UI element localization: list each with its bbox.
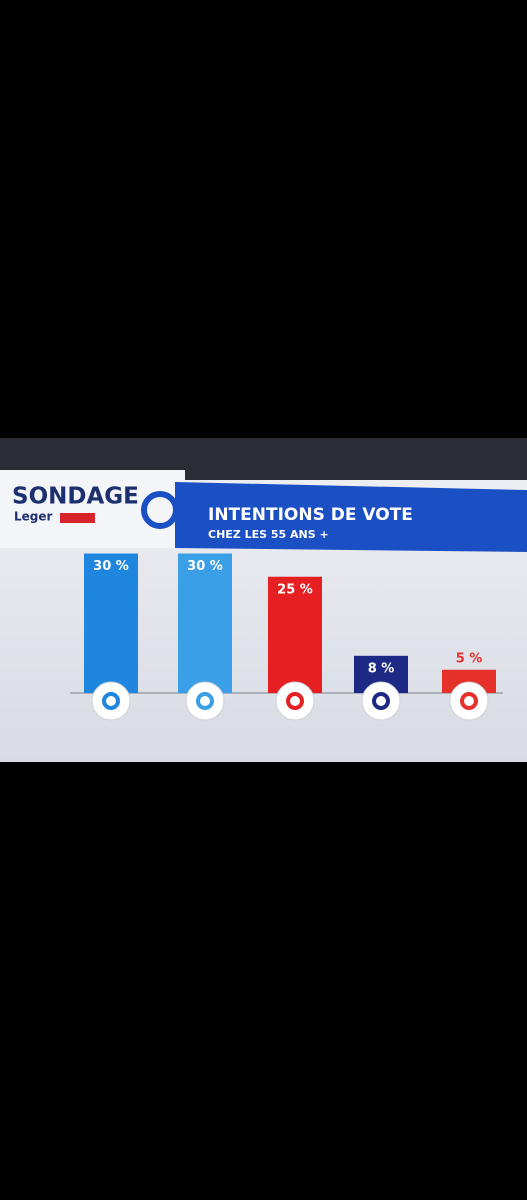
logo-panel <box>0 470 185 548</box>
bar <box>268 576 322 693</box>
party-logo-mark <box>102 692 120 710</box>
party-logo <box>91 681 131 721</box>
party-logo <box>361 681 401 721</box>
value-label: 5 % <box>456 651 483 666</box>
bar <box>84 553 138 693</box>
pollster: Leger <box>14 510 53 524</box>
value-label: 30 % <box>187 559 223 574</box>
bar <box>178 553 232 693</box>
value-label: 8 % <box>368 661 395 676</box>
value-label: 25 % <box>277 582 313 597</box>
brand: SONDAGE <box>12 484 139 510</box>
logo-mark <box>141 491 179 529</box>
chart-subtitle: CHEZ LES 55 ANS + <box>208 528 329 541</box>
party-logo-mark <box>286 692 304 710</box>
value-label: 30 % <box>93 559 129 574</box>
party-logo-mark <box>460 692 478 710</box>
party-logo <box>275 681 315 721</box>
party-logo-mark <box>196 692 214 710</box>
chart-title: INTENTIONS DE VOTE <box>208 505 413 525</box>
party-logo-mark <box>372 692 390 710</box>
sponsor-logo <box>60 513 95 523</box>
title-banner <box>175 482 527 552</box>
party-logo <box>185 681 225 721</box>
party-logo <box>449 681 489 721</box>
